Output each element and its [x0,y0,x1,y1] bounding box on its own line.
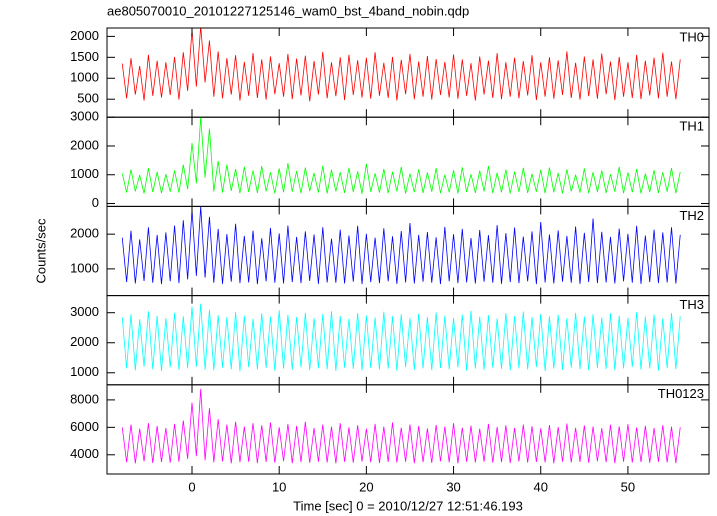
series-line [121,206,681,285]
y-tick-label: 0 [92,195,99,210]
y-tick-label: 2000 [70,334,99,349]
y-tick-label: 1000 [70,364,99,379]
chart-title: ae805070010_20101227125146_wam0_bst_4ban… [107,3,469,18]
series-line [121,117,681,194]
x-tick-label: 50 [621,479,635,494]
panel-label: TH3 [679,297,704,312]
x-tick-label: 20 [359,479,373,494]
panel-label: TH0 [679,29,704,44]
y-tick-label: 4000 [70,446,99,461]
y-tick-label: 1500 [70,49,99,64]
x-tick-label: 0 [188,479,195,494]
series-line [121,28,681,102]
series-line [121,388,681,464]
y-tick-label: 3000 [70,109,99,124]
x-tick-label: 10 [272,479,286,494]
panel-label: TH1 [679,119,704,134]
panel-label: TH2 [679,208,704,223]
y-tick-label: 1000 [70,70,99,85]
y-tick-label: 2000 [70,28,99,43]
y-tick-label: 3000 [70,304,99,319]
x-axis-label: Time [sec] 0 = 2010/12/27 12:51:46.193 [293,498,523,513]
y-tick-label: 1000 [70,166,99,181]
panel-frame [106,116,710,207]
y-tick-label: 1000 [70,260,99,275]
x-tick-label: 30 [446,479,460,494]
x-tick-label: 40 [534,479,548,494]
y-tick-label: 2000 [70,137,99,152]
y-tick-label: 2000 [70,226,99,241]
series-line [121,303,681,372]
y-tick-label: 8000 [70,391,99,406]
y-tick-label: 6000 [70,419,99,434]
y-axis-label: Counts/sec [33,218,48,284]
panel-label: TH0123 [658,386,704,401]
panel-frame [106,384,710,475]
y-tick-label: 500 [77,91,99,106]
